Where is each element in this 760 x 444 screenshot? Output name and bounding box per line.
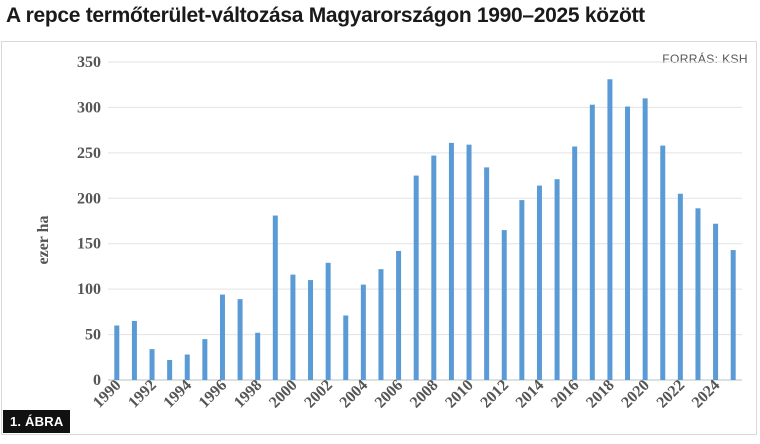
bars (114, 79, 736, 381)
y-tick-label: 250 (77, 145, 101, 162)
bar-2021 (660, 145, 666, 380)
bar-1996 (219, 294, 225, 380)
x-tick-label: 2024 (689, 377, 724, 412)
x-tick-label: 2002 (301, 377, 336, 412)
x-tick-label: 2012 (477, 377, 512, 412)
bar-2003 (343, 315, 349, 380)
y-tick-label: 150 (77, 236, 101, 253)
x-tick-label: 2014 (513, 377, 548, 412)
bar-1998 (255, 332, 261, 380)
bar-2002 (325, 262, 331, 380)
bar-2018 (607, 79, 613, 380)
bar-1994 (184, 354, 190, 380)
bar-2007 (413, 175, 419, 380)
bar-1990 (114, 325, 120, 380)
x-tick-label: 2006 (372, 377, 407, 412)
x-tick-label: 1998 (231, 377, 266, 412)
x-tick-label: 2020 (618, 377, 653, 412)
y-tick-label: 0 (93, 372, 101, 389)
bar-2005 (378, 269, 384, 380)
bar-2024 (713, 223, 719, 380)
bar-1992 (149, 349, 155, 380)
bar-1997 (237, 299, 243, 380)
x-tick-label: 2008 (407, 377, 442, 412)
bar-2022 (677, 193, 683, 380)
bar-2009 (448, 142, 454, 380)
bar-1993 (167, 360, 173, 380)
bar-1991 (131, 320, 137, 380)
bar-2019 (625, 106, 631, 381)
bar-2023 (695, 208, 701, 380)
bar-2001 (308, 280, 314, 380)
bar-2008 (431, 155, 437, 380)
bar-2000 (290, 274, 296, 380)
bar-2015 (554, 179, 560, 380)
bar-2017 (589, 104, 595, 380)
bar-2020 (642, 98, 648, 380)
y-tick-label: 300 (77, 99, 101, 116)
y-axis-ticks: 0 50 100 150 200 250 300 350 (77, 54, 101, 389)
bar-2010 (466, 144, 472, 380)
gridlines (108, 61, 742, 381)
x-tick-label: 2016 (548, 377, 583, 412)
bar-2025 (730, 250, 736, 380)
bar-1999 (272, 215, 278, 380)
y-tick-label: 350 (77, 54, 101, 71)
bar-2004 (360, 284, 366, 380)
bar-2011 (484, 167, 490, 380)
bar-2016 (572, 146, 578, 380)
chart-title: A repce termőterület-változása Magyarors… (6, 4, 645, 27)
y-tick-label: 50 (85, 327, 101, 344)
bar-2012 (501, 230, 507, 380)
bar-2014 (536, 185, 542, 380)
x-tick-label: 1996 (196, 377, 231, 412)
x-tick-label: 1994 (160, 377, 195, 412)
y-tick-label: 100 (77, 281, 101, 298)
x-tick-label: 2000 (266, 377, 301, 412)
bar-2006 (396, 250, 402, 380)
x-tick-label: 2004 (337, 377, 372, 412)
bar-1995 (202, 339, 208, 380)
x-axis-ticks: 1990 1992 1994 1996 1998 2000 2002 2004 2006 2008… (90, 377, 723, 412)
figure-badge: 1. ÁBRA (3, 410, 71, 433)
x-tick-label: 2022 (654, 377, 689, 412)
x-tick-label: 2018 (583, 377, 618, 412)
y-axis-label: ezer ha (35, 215, 52, 264)
bar-2013 (519, 200, 525, 380)
x-tick-label: 2010 (442, 377, 477, 412)
y-tick-label: 200 (77, 190, 101, 207)
x-tick-label: 1992 (125, 377, 160, 412)
